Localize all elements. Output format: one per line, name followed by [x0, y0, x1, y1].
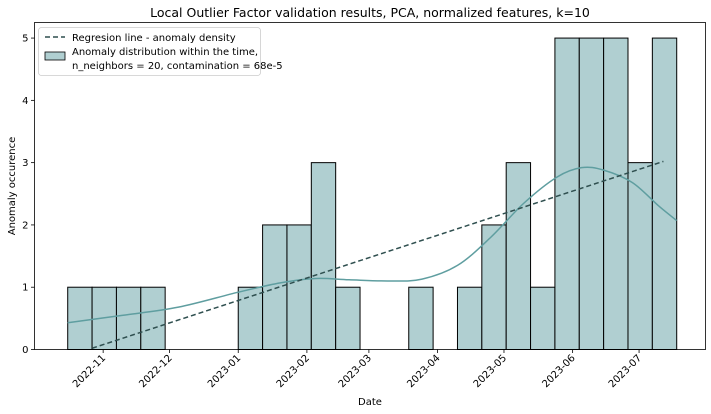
histogram-bar: [578, 37, 605, 350]
chart-title: Local Outlier Factor validation results,…: [150, 5, 590, 20]
lines-layer: [67, 160, 678, 349]
histogram-bar: [286, 224, 312, 350]
x-tick-label: 2023-05: [472, 353, 509, 390]
histogram-bar: [456, 286, 483, 351]
legend-patch-swatch: [44, 51, 66, 61]
legend-box: [38, 27, 261, 76]
y-tick-label: 5: [22, 34, 28, 45]
histogram-bar: [67, 286, 93, 351]
y-tick-label: 3: [22, 158, 28, 169]
histogram-bar: [530, 286, 556, 351]
kde-curve: [67, 166, 678, 324]
x-tick-label: 2023-03: [337, 353, 374, 390]
histogram-bar: [115, 286, 142, 351]
y-tick-label: 4: [22, 96, 28, 107]
bars-layer: [67, 37, 678, 351]
x-tick-label: 2022-12: [137, 353, 174, 390]
y-tick-label: 1: [22, 283, 28, 294]
histogram-bar: [262, 224, 288, 350]
histogram-bar: [481, 224, 507, 350]
histogram-bar: [237, 286, 264, 351]
regression-line: [91, 160, 664, 349]
histogram-bar: [554, 37, 580, 350]
x-axis: 2022-11 2022-12 2023-01 2023-02 2023-03 2023-…: [71, 349, 644, 390]
y-axis-label: Anomaly occurence: [7, 137, 18, 236]
x-tick-label: 2023-07: [607, 353, 644, 390]
legend-label-regression: Regresion line - anomaly density: [72, 33, 236, 44]
histogram-bar: [140, 286, 166, 351]
y-tick-label: 2: [22, 220, 28, 231]
histogram-bar: [505, 162, 532, 350]
histogram-bar: [603, 37, 629, 350]
x-tick-label: 2022-11: [71, 353, 108, 390]
x-axis-label: Date: [358, 397, 382, 408]
histogram-bar: [408, 286, 434, 351]
x-tick-label: 2023-01: [206, 353, 243, 390]
histogram-bar: [627, 162, 653, 350]
x-tick-label: 2023-06: [540, 353, 577, 390]
x-tick-label: 2023-02: [275, 353, 312, 390]
legend: Regresion line - anomaly density Anomaly…: [38, 27, 283, 76]
y-axis: 0 1 2 3 4 5: [22, 34, 35, 356]
histogram-bar: [651, 37, 678, 350]
y-tick-label: 0: [22, 345, 28, 356]
legend-label-distribution-line2: n_neighbors = 20, contamination = 68e-5: [72, 61, 283, 72]
plot-frame: [34, 22, 706, 350]
histogram-bar: [310, 162, 337, 350]
legend-label-distribution-line1: Anomaly distribution within the time,: [72, 47, 258, 58]
x-tick-label: 2023-04: [405, 353, 442, 390]
histogram-bar: [335, 286, 361, 351]
